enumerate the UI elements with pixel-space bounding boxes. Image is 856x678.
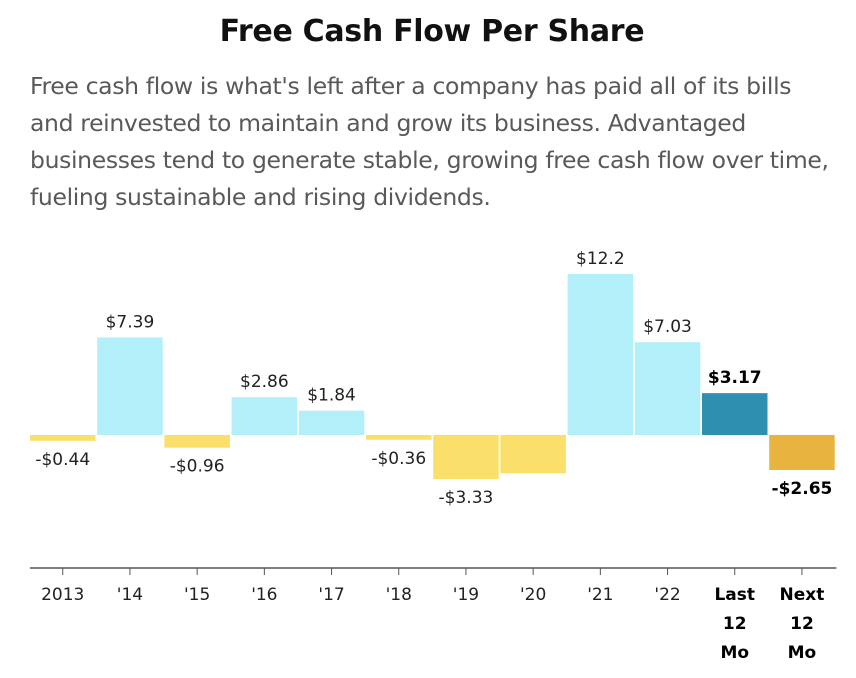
data-label-7: -$3.33 [439, 488, 494, 508]
x-tick-label-11-line-1: Last [714, 585, 755, 605]
bars-group [30, 273, 835, 479]
bar-2 [97, 337, 163, 435]
x-tick-label-7: '19 [453, 585, 479, 605]
x-tick-label-1: 2013 [41, 585, 84, 605]
data-label-5: $1.84 [307, 386, 356, 406]
chart-description: Free cash flow is what's left after a co… [30, 72, 829, 211]
x-tick-label-5: '17 [318, 585, 344, 605]
data-labels-group: -$0.44 $7.39 -$0.96 $2.86 $1.84 -$0.36 -$3.33 $… [35, 249, 832, 508]
bar-4 [231, 397, 298, 435]
bar-1 [30, 435, 96, 441]
data-label-3: -$0.96 [170, 457, 225, 477]
data-label-10: $7.03 [643, 317, 692, 337]
x-tick-label-4: '16 [251, 585, 277, 605]
bar-6 [366, 435, 432, 440]
data-label-9: $12.2 [576, 249, 625, 269]
x-tick-label-3: '15 [184, 585, 210, 605]
x-tick-label-12-line-1: Next [780, 585, 825, 605]
data-label-4: $2.86 [240, 372, 289, 392]
x-tick-label-11-line-2: 12 [723, 614, 747, 634]
bar-12 [769, 435, 835, 470]
data-label-6: -$0.36 [371, 449, 426, 469]
bar-11 [702, 393, 768, 435]
data-label-1: -$0.44 [35, 450, 90, 470]
x-tick-label-9: '21 [587, 585, 613, 605]
bar-3 [164, 435, 230, 448]
data-label-12: -$2.65 [772, 479, 833, 499]
x-tick-label-12-line-3: Mo [788, 643, 817, 663]
x-tick-label-8: '20 [520, 585, 546, 605]
x-tick-label-2: '14 [117, 585, 143, 605]
chart-title: Free Cash Flow Per Share [219, 14, 645, 49]
x-tick-label-11-line-3: Mo [720, 643, 749, 663]
bar-5 [298, 410, 365, 435]
bar-9 [567, 273, 634, 435]
data-label-2: $7.39 [106, 312, 155, 332]
x-tick-label-6: '18 [386, 585, 412, 605]
data-label-11: $3.17 [708, 368, 762, 388]
x-tick-label-10: '22 [654, 585, 680, 605]
bar-7 [433, 435, 499, 479]
x-tick-label-12-line-2: 12 [790, 614, 814, 634]
x-axis-ticks-group: 2013 '14 '15 '16 '17 '18 '19 '20 '21 '22 Last 12 Mo N… [41, 568, 824, 663]
bar-8 [500, 435, 566, 474]
bar-10 [634, 342, 701, 435]
